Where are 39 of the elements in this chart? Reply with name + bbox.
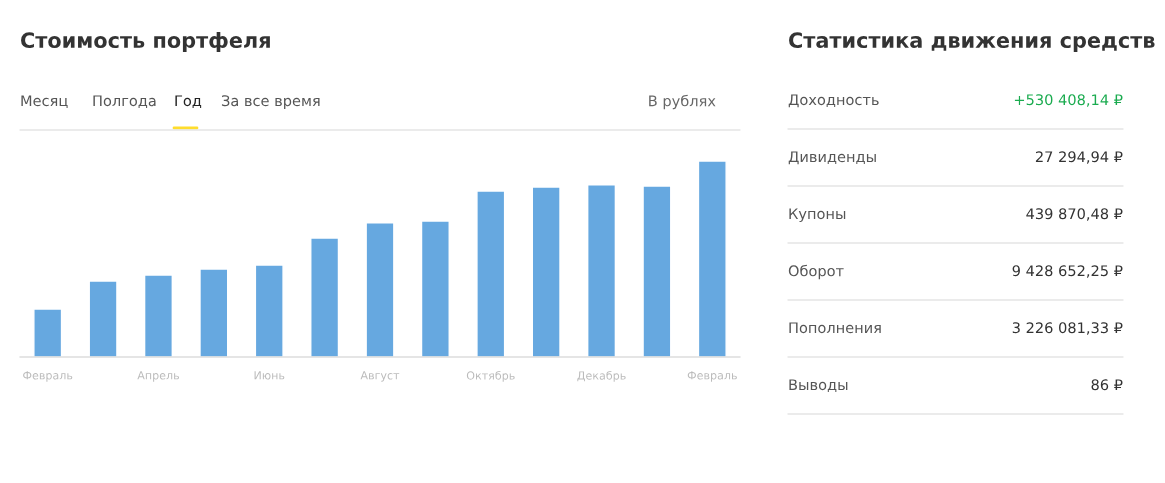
category-label: Выводы: [789, 379, 848, 393]
text: 86 ₽: [1091, 379, 1123, 391]
category-label: Оборот: [788, 264, 844, 280]
x-tick-label: Апрель: [137, 371, 180, 382]
x-tick-label: Август: [360, 371, 400, 382]
category-label: Пополнения: [789, 322, 881, 334]
category-label: Дивиденды: [788, 151, 876, 165]
bar: [143, 274, 174, 357]
text: +530 408,14 ₽: [1014, 94, 1123, 107]
x-tick-label: Декабрь: [577, 370, 626, 382]
bar: [310, 237, 340, 357]
bar: [199, 268, 229, 357]
text: 27 294,94 ₽: [1035, 151, 1123, 164]
x-tick-label: Февраль: [23, 371, 73, 382]
category-label: Купоны: [789, 208, 846, 223]
text: Месяц: [21, 95, 68, 109]
bar: [697, 160, 727, 357]
bar: [642, 185, 672, 357]
text: За все время: [221, 95, 320, 110]
bar: [33, 308, 63, 357]
chart-title: Стоимость портфеля: [21, 31, 270, 53]
x-tick-label: Июнь: [254, 371, 285, 380]
bar: [586, 184, 617, 357]
text: В рублях: [649, 94, 716, 110]
bar: [254, 264, 284, 357]
text: 9 428 652,25 ₽: [1012, 265, 1123, 278]
text: Год: [175, 95, 202, 109]
text: 439 870,48 ₽: [1026, 208, 1123, 221]
bar: [420, 220, 450, 357]
bar: [531, 186, 561, 357]
x-tick-label: Октябрь: [466, 370, 515, 382]
bar: [88, 280, 118, 357]
bar: [476, 190, 506, 357]
text: Полгода: [93, 95, 156, 109]
text: Статистика движения средств: [789, 32, 1155, 53]
category-label: Доходность: [788, 94, 879, 108]
text: 3 226 081,33 ₽: [1012, 322, 1123, 335]
x-tick-label: Февраль: [687, 371, 737, 382]
bar: [365, 222, 395, 357]
